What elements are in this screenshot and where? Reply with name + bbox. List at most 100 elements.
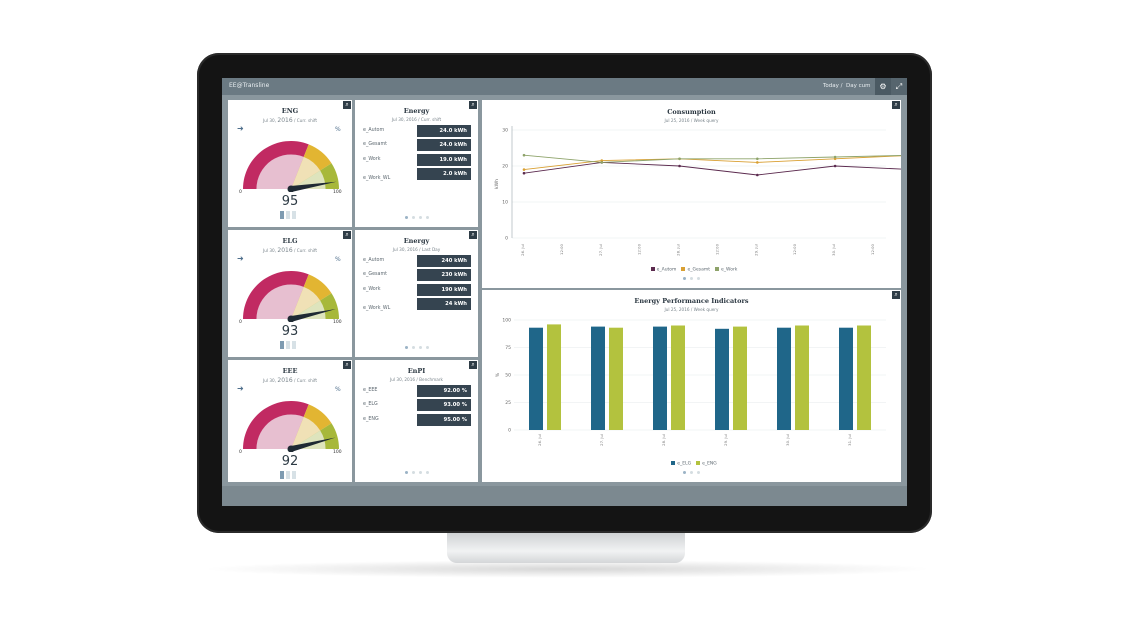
pager-dots[interactable] xyxy=(355,346,478,349)
gauge-title: EEE xyxy=(282,367,298,375)
x-tick-label: 12:00 xyxy=(792,243,797,255)
x-tick-label: 27. Jul xyxy=(599,434,604,446)
bar-e_ENG xyxy=(609,327,623,430)
zoom-icon[interactable]: ⌕ xyxy=(469,231,477,239)
gauge-needle xyxy=(290,181,337,192)
x-tick-label: 12:00 xyxy=(870,243,875,255)
gauge-min: 0 xyxy=(239,190,242,195)
bar-e_ENG xyxy=(671,325,685,430)
kpi-row-value: 190 kWh xyxy=(417,283,471,296)
epi-legend: e_ELG e_ENG xyxy=(482,461,901,467)
kpi-row: e_Work_WL 24 kWh xyxy=(355,297,478,311)
zoom-icon[interactable]: ⌕ xyxy=(892,101,900,109)
percent-label: % xyxy=(335,386,341,393)
gauge-date: Jul 30, xyxy=(262,248,277,253)
kpi-row-name: e_Work_WL xyxy=(363,305,391,311)
legend-swatch xyxy=(681,267,686,271)
consumption-subtitle: Jul 25, 2016 / Week query xyxy=(664,118,719,123)
pager-dots[interactable] xyxy=(355,216,478,219)
zoom-icon[interactable]: ⌕ xyxy=(469,101,477,109)
kpi-row-value: 93.00 % xyxy=(417,399,471,412)
zoom-icon[interactable]: ⌕ xyxy=(343,101,351,109)
data-point xyxy=(756,157,759,161)
y-tick-label: 20 xyxy=(502,164,508,170)
bar-e_ENG xyxy=(733,326,747,430)
mini-bars-icon xyxy=(280,341,300,349)
kpi-row-name: e_Autom xyxy=(363,128,385,133)
gauge-dial xyxy=(243,141,339,192)
x-tick-label: 28. Jul xyxy=(676,244,681,256)
x-tick-label: 30. Jul xyxy=(831,244,836,256)
arrow-right-icon: ➜ xyxy=(237,384,244,393)
gauge-title: ELG xyxy=(282,237,298,245)
arrow-right-icon: ➜ xyxy=(237,124,244,133)
data-point xyxy=(678,164,681,168)
kpi-row: e_Autom 24.0 kWh xyxy=(355,125,478,138)
kpi-row-name: e_Autom xyxy=(363,258,385,263)
kpi-title: EnPI xyxy=(407,367,426,375)
x-tick-label: 28. Jul xyxy=(661,434,666,446)
x-tick-label: 12:00 xyxy=(559,243,564,255)
data-point xyxy=(756,173,759,177)
legend-label[interactable]: e_ENG xyxy=(702,461,717,467)
legend-label[interactable]: e_ELG xyxy=(677,461,692,467)
bar-e_ELG xyxy=(653,326,667,430)
y-axis-label: kWh xyxy=(494,179,500,189)
data-point xyxy=(522,153,526,157)
zoom-icon[interactable]: ⌕ xyxy=(343,231,351,239)
pager-dots[interactable] xyxy=(355,471,478,474)
legend-swatch xyxy=(714,267,719,271)
pager-dots[interactable] xyxy=(482,277,901,280)
data-point xyxy=(600,159,604,162)
epi-title: Energy Performance Indicators xyxy=(634,297,749,305)
legend-label[interactable]: e_Gesamt xyxy=(687,267,710,273)
bar-e_ELG xyxy=(591,326,605,430)
x-tick-label: 31. Jul xyxy=(847,434,852,446)
today-link[interactable]: Today / xyxy=(823,83,843,89)
kpi-row: e_Work 190 kWh xyxy=(355,283,478,297)
legend-swatch xyxy=(696,461,701,465)
monitor-stand xyxy=(447,533,685,563)
pager-dots[interactable] xyxy=(482,471,901,474)
data-point xyxy=(600,161,604,164)
day-cum-link[interactable]: Day cum xyxy=(846,83,871,89)
consumption-legend: e_Autom e_Gesamt e_Work xyxy=(482,267,901,273)
kpi-row-value: 19.0 kWh xyxy=(417,153,471,166)
percent-label: % xyxy=(335,256,341,263)
gauge-needle xyxy=(290,308,336,322)
gauge-period: / Curr. shift xyxy=(294,118,318,123)
zoom-icon[interactable]: ⌕ xyxy=(892,291,900,299)
gauge-title: ENG xyxy=(281,107,299,115)
gauge-year: 2016 xyxy=(277,117,293,124)
y-axis-label: % xyxy=(495,372,501,377)
expand-icon[interactable]: ⤢ xyxy=(891,78,907,95)
gauge-date: Jul 30, xyxy=(262,118,277,123)
bar-e_ELG xyxy=(715,328,729,430)
x-tick-label: 30. Jul xyxy=(785,434,790,446)
zoom-icon[interactable]: ⌕ xyxy=(469,361,477,369)
kpi-row: e_Gesamt 230 kWh xyxy=(355,269,478,282)
kpi-row-name: e_ELG xyxy=(363,402,378,408)
legend-swatch xyxy=(671,461,676,465)
gauge-min: 0 xyxy=(239,450,242,455)
gauge-subtitle: Jul 30, 2016 / Curr. shift xyxy=(228,377,352,384)
x-tick-label: 12:00 xyxy=(714,243,719,255)
gauge-card-eng: ⌕ ENG Jul 30, 2016 / Curr. shift ➜% 0 100 95 xyxy=(228,100,352,227)
gauge-max: 100 xyxy=(333,320,342,325)
kpi-card: ⌕ Energy Jul 30, 2016 / Curr. shift e_Autom… xyxy=(355,100,478,227)
kpi-row-name: e_Gesamt xyxy=(363,272,388,278)
gauge-year: 2016 xyxy=(277,247,293,254)
legend-label[interactable]: e_Work xyxy=(720,267,738,273)
gear-icon[interactable]: ⚙ xyxy=(875,78,891,95)
gauge-date: Jul 30, xyxy=(262,378,277,383)
data-point xyxy=(756,161,759,164)
bar-e_ENG xyxy=(857,325,871,430)
series-line-e_Autom xyxy=(523,161,901,176)
zoom-icon[interactable]: ⌕ xyxy=(343,361,351,369)
data-point xyxy=(678,157,681,161)
kpi-row-value: 2.0 kWh xyxy=(417,167,471,180)
dashboard-screen: EE@Transline Today / Day cum ⚙ ⤢ ⌕ Consu… xyxy=(222,78,907,506)
legend-label[interactable]: e_Autom xyxy=(656,267,677,273)
app-title: EE@Transline xyxy=(229,82,270,89)
kpi-subtitle: Jul 30, 2016 / Benchmark xyxy=(390,377,443,382)
